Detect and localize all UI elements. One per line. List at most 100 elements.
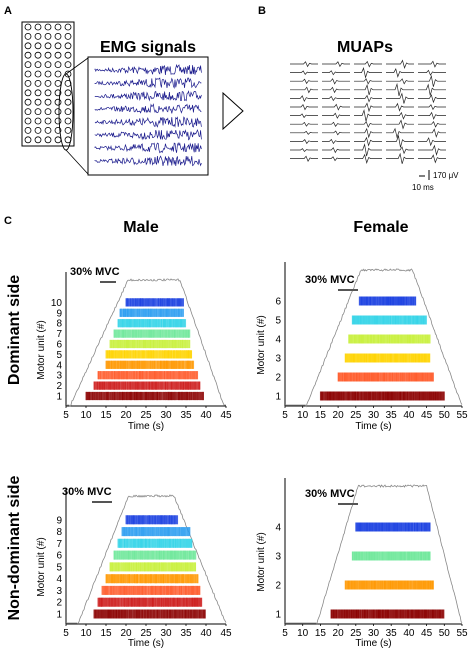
electrode: [34, 108, 42, 115]
muap-waveform: [354, 102, 382, 113]
x-tick-label: 15: [315, 628, 327, 639]
muap-waveform: [354, 143, 382, 157]
y-tick-label: 3: [275, 354, 281, 365]
electrode: [54, 23, 62, 31]
motor-unit-3: [97, 371, 199, 380]
electrode: [54, 42, 62, 50]
x-tick-label: 35: [386, 410, 398, 421]
electrode: [54, 108, 62, 115]
motor-unit-4: [348, 334, 431, 344]
electrode-grid: [21, 21, 89, 175]
muap-waveform: [418, 144, 446, 156]
muap-waveform: [418, 69, 446, 76]
muap-waveform: [290, 78, 318, 85]
muap-waveform: [386, 146, 414, 155]
muap-waveform: [418, 121, 446, 128]
y-tick-label: 9: [56, 515, 62, 526]
electrode: [44, 51, 52, 59]
panel-label-b: B: [258, 5, 266, 17]
motor-unit-8: [121, 527, 191, 537]
emg-title: EMG signals: [100, 39, 196, 56]
muap-waveform: [290, 130, 318, 135]
muap-waveform: [386, 92, 414, 104]
electrode: [24, 136, 32, 144]
x-tick-label: 50: [439, 628, 451, 639]
muap-waveform: [418, 104, 446, 111]
x-tick-label: 45: [421, 628, 433, 639]
x-tick-label: 10: [297, 628, 309, 639]
y-axis-label: Motor unit (#): [256, 315, 267, 374]
x-tick-label: 5: [63, 410, 69, 421]
electrode: [64, 108, 72, 115]
electrode: [34, 33, 42, 40]
muap-waveform: [418, 74, 446, 87]
y-tick-label: 4: [56, 574, 62, 585]
muap-waveform: [386, 134, 414, 148]
electrode: [44, 108, 52, 115]
x-tick-label: 40: [403, 410, 415, 421]
motor-unit-4: [105, 574, 199, 584]
y-tick-label: 5: [56, 350, 62, 361]
electrode: [54, 61, 62, 68]
x-tick-label: 40: [200, 628, 212, 639]
electrode: [24, 80, 32, 87]
muap-waveform: [290, 70, 318, 76]
electrode: [44, 42, 52, 50]
x-axis-label: Time (s): [128, 421, 164, 432]
muap-waveform: [418, 83, 446, 96]
scale-time-label: 10 ms: [412, 183, 434, 192]
muap-waveform: [322, 112, 350, 119]
muap-waveform: [322, 130, 350, 136]
motor-unit-9: [125, 515, 179, 525]
electrode: [44, 61, 52, 68]
x-tick-label: 30: [368, 628, 380, 639]
electrode: [24, 51, 32, 59]
motor-unit-3: [351, 551, 431, 561]
muap-waveform: [418, 154, 446, 164]
y-tick-label: 7: [56, 539, 62, 550]
x-axis-label: Time (s): [128, 638, 164, 649]
x-tick-label: 25: [140, 628, 152, 639]
y-tick-label: 8: [56, 319, 62, 330]
motor-unit-2: [344, 580, 434, 590]
electrode: [24, 126, 32, 134]
x-tick-label: 20: [333, 410, 345, 421]
x-tick-label: 35: [180, 628, 192, 639]
motor-unit-4: [355, 522, 431, 532]
y-tick-label: 2: [275, 581, 281, 592]
emg-trace: [94, 116, 202, 128]
x-tick-label: 20: [333, 628, 345, 639]
muap-waveform: [354, 153, 382, 165]
muap-waveform: [386, 67, 414, 78]
x-tick-label: 15: [315, 410, 327, 421]
emg-trace: [94, 142, 202, 154]
muap-waveform: [290, 95, 318, 103]
motor-unit-6: [113, 550, 197, 560]
motor-unit-7: [117, 538, 193, 548]
muap-waveform: [322, 95, 350, 102]
y-tick-label: 4: [275, 335, 281, 346]
x-tick-label: 10: [80, 410, 92, 421]
electrode: [44, 136, 52, 144]
motor-unit-7: [113, 329, 191, 338]
electrode: [44, 98, 52, 106]
motor-unit-1: [330, 609, 445, 619]
zoom-line: [65, 57, 89, 75]
motor-unit-1: [319, 391, 445, 401]
muap-waveform: [354, 127, 382, 139]
y-tick-label: 9: [56, 308, 62, 319]
y-tick-label: 4: [275, 523, 281, 534]
x-tick-label: 15: [100, 410, 112, 421]
electrode: [44, 80, 52, 87]
electrode: [44, 23, 52, 31]
electrode: [54, 70, 62, 78]
electrode: [64, 33, 72, 40]
muap-waveform: [322, 138, 350, 145]
motor-unit-6: [109, 339, 191, 349]
y-tick-label: 3: [275, 552, 281, 563]
muap-waveform: [322, 61, 350, 68]
electrode: [24, 108, 32, 115]
